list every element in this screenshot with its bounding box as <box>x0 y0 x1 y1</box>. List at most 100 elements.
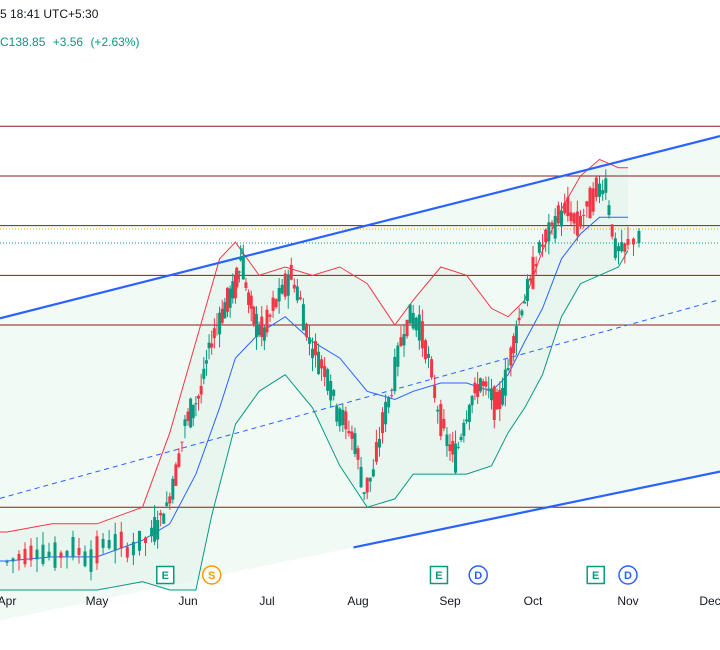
candle <box>274 298 278 309</box>
x-tick-label: Jun <box>178 594 197 608</box>
candle <box>344 406 348 440</box>
candle <box>476 372 480 405</box>
candle <box>359 456 363 489</box>
candle <box>637 228 641 248</box>
candle <box>631 237 635 257</box>
candle <box>150 519 154 543</box>
candle <box>271 290 275 318</box>
candle <box>484 376 488 396</box>
candle <box>177 448 181 469</box>
candle <box>199 373 203 404</box>
candle <box>541 234 544 257</box>
event-marker[interactable]: S <box>201 565 222 585</box>
candle <box>165 491 169 508</box>
candle <box>365 477 369 500</box>
candle <box>411 304 415 331</box>
bb-lower-line <box>0 250 629 591</box>
candle <box>487 376 491 399</box>
candle <box>317 343 321 375</box>
candle <box>65 549 69 569</box>
candle <box>210 330 214 355</box>
candle <box>459 433 463 443</box>
candle <box>186 408 190 426</box>
candle <box>338 407 342 432</box>
candle <box>604 169 608 201</box>
candle <box>512 333 516 362</box>
candle <box>579 210 582 229</box>
candle <box>390 388 394 399</box>
price-quote: C138.85 +3.56 (+2.63%) <box>0 35 143 49</box>
candle <box>298 290 302 301</box>
candle <box>335 403 339 427</box>
candle <box>503 358 507 407</box>
candle <box>601 179 605 201</box>
candle <box>481 378 485 397</box>
candle <box>547 213 551 255</box>
candle <box>478 377 482 393</box>
candle <box>304 322 308 341</box>
candle <box>374 429 378 465</box>
candle <box>598 176 601 204</box>
candle <box>212 318 216 349</box>
candle <box>620 229 624 253</box>
candle <box>617 242 620 265</box>
candle <box>247 289 251 314</box>
candle <box>417 305 421 350</box>
candle <box>95 530 99 570</box>
candle <box>252 305 256 327</box>
candle <box>226 287 229 317</box>
price-change-pct: (+2.63%) <box>90 35 140 49</box>
candle <box>368 477 372 492</box>
candle <box>509 345 513 377</box>
candle <box>544 228 548 252</box>
candle <box>566 186 570 222</box>
candle <box>430 356 434 380</box>
x-tick-label: Oct <box>524 594 543 608</box>
last-price: C138.85 <box>0 35 46 49</box>
event-marker[interactable]: E <box>156 565 175 585</box>
candle <box>492 385 496 429</box>
x-tick-label: May <box>86 594 109 608</box>
candle <box>280 279 284 295</box>
candle <box>174 462 178 486</box>
event-marker[interactable]: E <box>429 565 449 585</box>
candle <box>131 532 135 566</box>
candle <box>320 355 324 381</box>
event-marker[interactable]: E <box>586 565 605 585</box>
candle <box>575 200 579 242</box>
svg-text:D: D <box>474 570 482 582</box>
candle <box>301 298 305 331</box>
candle <box>311 337 314 372</box>
candle <box>534 256 538 275</box>
candle <box>283 270 287 300</box>
candle <box>171 475 175 504</box>
candle <box>451 431 455 463</box>
candle <box>582 208 586 229</box>
svg-text:E: E <box>592 570 599 582</box>
candle <box>101 533 105 554</box>
candle <box>506 359 510 372</box>
candle <box>244 277 248 292</box>
candle <box>162 512 166 524</box>
candle <box>553 208 557 244</box>
candle <box>183 414 187 439</box>
candle <box>257 321 261 338</box>
candle <box>467 403 471 430</box>
candle <box>560 202 563 236</box>
candle <box>237 270 241 283</box>
event-marker[interactable]: D <box>468 565 488 585</box>
candle <box>408 304 412 324</box>
candle <box>517 307 521 325</box>
candle <box>223 297 227 319</box>
candle <box>83 545 87 568</box>
candle <box>260 306 264 347</box>
candle <box>523 294 527 304</box>
candle <box>156 510 160 549</box>
svg-text:S: S <box>208 570 215 582</box>
candle <box>537 239 541 256</box>
candle <box>347 420 351 437</box>
event-marker[interactable]: D <box>618 565 638 585</box>
candle <box>277 277 281 314</box>
